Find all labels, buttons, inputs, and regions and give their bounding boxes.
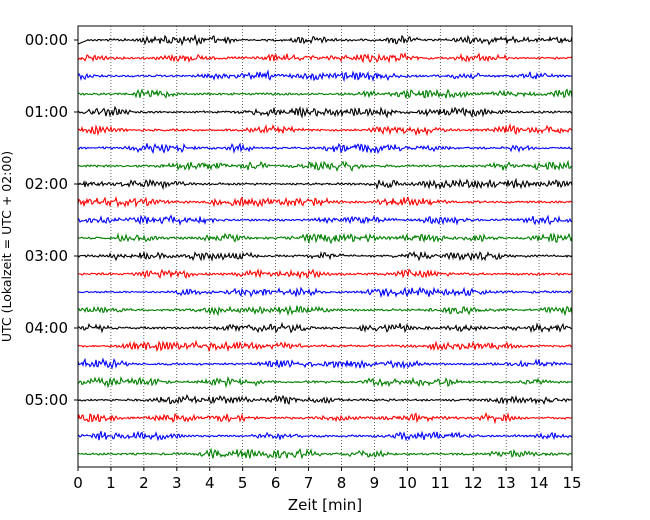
seismic-trace bbox=[77, 177, 573, 191]
seismic-trace bbox=[77, 142, 573, 155]
y-tick-label: 04:00 bbox=[25, 319, 68, 337]
y-tick-label: 01:00 bbox=[25, 103, 68, 121]
x-tick-label: 7 bbox=[304, 474, 314, 492]
seismic-trace bbox=[77, 52, 573, 64]
seismic-trace bbox=[77, 214, 573, 227]
y-tick-label: 00:00 bbox=[25, 31, 68, 49]
seismic-trace bbox=[77, 105, 573, 119]
x-tick-label: 5 bbox=[238, 474, 248, 492]
x-tick-label: 12 bbox=[464, 474, 483, 492]
y-tick-label: 02:00 bbox=[25, 175, 68, 193]
x-tick-label: 2 bbox=[139, 474, 149, 492]
y-axis-ticks: 00:00 01:00 02:00 03:00 04:00 05:00 bbox=[25, 31, 78, 409]
seismic-trace bbox=[77, 304, 573, 317]
seismic-trace bbox=[77, 195, 573, 208]
seismic-trace bbox=[77, 411, 573, 425]
x-tick-label: 8 bbox=[337, 474, 347, 492]
seismic-trace bbox=[77, 33, 573, 47]
y-axis-label: UTC (Lokalzeit = UTC + 02:00) bbox=[0, 151, 14, 342]
seismic-trace bbox=[77, 430, 573, 442]
x-tick-label: 15 bbox=[562, 474, 581, 492]
x-tick-label: 9 bbox=[370, 474, 380, 492]
seismic-trace bbox=[77, 159, 573, 173]
x-tick-label: 13 bbox=[497, 474, 516, 492]
plot-frame bbox=[77, 25, 573, 468]
seismic-trace bbox=[77, 88, 573, 99]
seismic-trace bbox=[77, 69, 573, 83]
x-tick-label: 6 bbox=[271, 474, 281, 492]
x-tick-label: 3 bbox=[172, 474, 182, 492]
seismic-traces bbox=[77, 33, 573, 460]
y-tick-label: 05:00 bbox=[25, 391, 68, 409]
seismic-trace bbox=[77, 267, 573, 280]
seismic-trace bbox=[77, 321, 573, 334]
x-tick-label: 1 bbox=[106, 474, 116, 492]
seismic-trace bbox=[77, 339, 573, 353]
x-axis-ticks: 0 1 2 3 4 5 6 7 8 9 10 11 12 13 14 15 bbox=[73, 467, 582, 492]
seismic-trace bbox=[77, 357, 573, 370]
y-tick-label: 03:00 bbox=[25, 247, 68, 265]
seismic-trace bbox=[77, 122, 573, 137]
seismic-trace bbox=[77, 286, 573, 299]
seismic-trace bbox=[77, 375, 573, 389]
seismic-trace bbox=[77, 447, 573, 460]
x-tick-label: 11 bbox=[431, 474, 450, 492]
seismic-trace bbox=[77, 393, 573, 406]
x-axis-label: Zeit [min] bbox=[288, 496, 362, 514]
seismic-trace bbox=[77, 250, 573, 262]
seismic-trace bbox=[77, 232, 573, 245]
x-tick-label: 10 bbox=[398, 474, 417, 492]
x-tick-label: 4 bbox=[205, 474, 215, 492]
x-tick-label: 0 bbox=[73, 474, 83, 492]
x-tick-label: 14 bbox=[530, 474, 549, 492]
